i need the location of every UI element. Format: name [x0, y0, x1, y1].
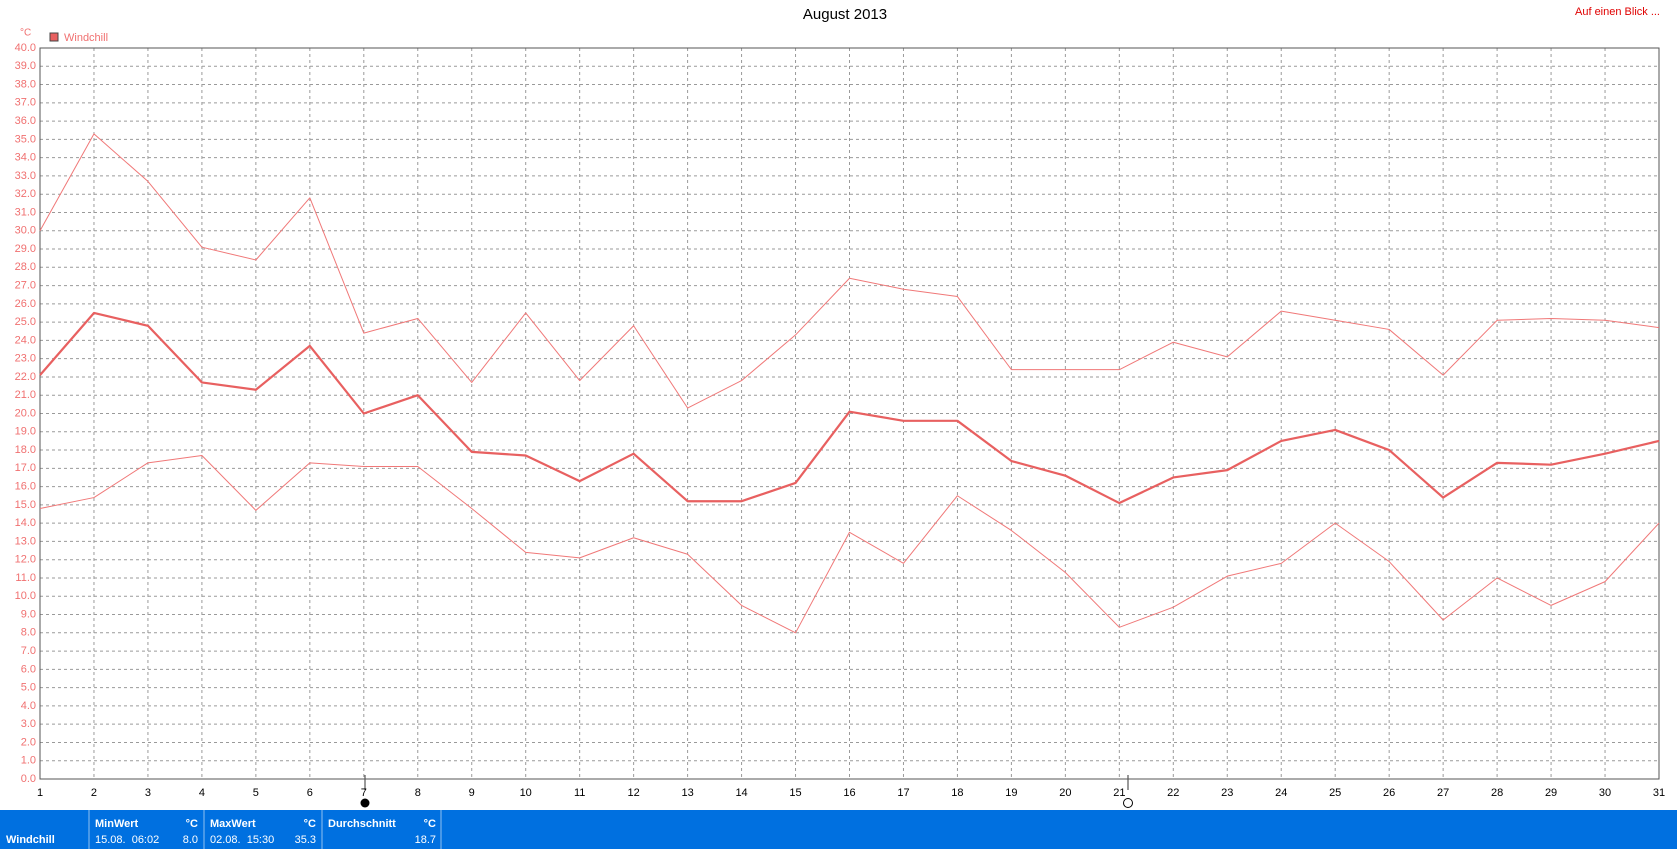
- series-line: [39, 455, 1660, 634]
- summary-background: [0, 810, 1677, 849]
- x-tick-label: 3: [145, 787, 151, 799]
- summary-header: MinWert: [95, 818, 139, 830]
- x-tick-label: 30: [1599, 787, 1611, 799]
- summary-unit: °C: [424, 818, 436, 830]
- x-tick-label: 12: [628, 787, 640, 799]
- y-tick-label: 38.0: [15, 78, 36, 90]
- x-tick-label: 10: [520, 787, 532, 799]
- y-tick-label: 4.0: [21, 700, 36, 712]
- y-tick-label: 35.0: [15, 133, 36, 145]
- y-tick-label: 13.0: [15, 535, 36, 547]
- summary-unit: °C: [186, 818, 198, 830]
- y-tick-label: 25.0: [15, 316, 36, 328]
- x-tick-label: 13: [681, 787, 693, 799]
- y-tick-label: 24.0: [15, 334, 36, 346]
- series-line: [39, 133, 1660, 409]
- y-tick-label: 23.0: [15, 353, 36, 365]
- x-tick-label: 27: [1437, 787, 1449, 799]
- summary-value: 18.7: [415, 834, 436, 846]
- x-tick-label: 20: [1059, 787, 1071, 799]
- summary-time: 02.08. 15:30: [210, 834, 274, 846]
- plot-frame: [39, 47, 1660, 780]
- y-unit: °C: [20, 28, 31, 39]
- y-tick-label: 29.0: [15, 243, 36, 255]
- x-tick-label: 24: [1275, 787, 1287, 799]
- chart-title: August 2013: [803, 6, 887, 23]
- y-tick-label: 12.0: [15, 554, 36, 566]
- summary-header: MaxWert: [210, 818, 256, 830]
- summary-time: 15.08. 06:02: [95, 834, 159, 846]
- y-tick-label: 18.0: [15, 444, 36, 456]
- y-tick-label: 19.0: [15, 426, 36, 438]
- y-tick-label: 3.0: [21, 718, 36, 730]
- y-tick-label: 30.0: [15, 225, 36, 237]
- moon-icon: [1123, 798, 1133, 808]
- x-tick-label: 6: [307, 787, 313, 799]
- x-tick-label: 9: [469, 787, 475, 799]
- x-tick-label: 22: [1167, 787, 1179, 799]
- y-tick-label: 22.0: [15, 371, 36, 383]
- summary-unit: °C: [304, 818, 316, 830]
- y-tick-label: 7.0: [21, 645, 36, 657]
- x-tick-label: 19: [1005, 787, 1017, 799]
- summary-label: Windchill: [6, 834, 55, 846]
- x-tick-label: 8: [415, 787, 421, 799]
- x-tick-label: 7: [361, 787, 367, 799]
- x-tick-label: 23: [1221, 787, 1233, 799]
- y-tick-label: 14.0: [15, 517, 36, 529]
- x-tick-label: 31: [1653, 787, 1665, 799]
- link[interactable]: Auf einen Blick ...: [1575, 6, 1660, 18]
- y-tick-label: 10.0: [15, 590, 36, 602]
- y-tick-label: 37.0: [15, 97, 36, 109]
- x-tick-label: 4: [199, 787, 205, 799]
- moon-icon: [360, 798, 370, 808]
- x-tick-label: 26: [1383, 787, 1395, 799]
- y-tick-label: 2.0: [21, 736, 36, 748]
- y-tick-label: 27.0: [15, 279, 36, 291]
- x-tick-label: 1: [37, 787, 43, 799]
- y-tick-label: 40.0: [15, 42, 36, 54]
- y-tick-label: 39.0: [15, 60, 36, 72]
- y-tick-label: 32.0: [15, 188, 36, 200]
- legend-label: Windchill: [64, 32, 108, 44]
- series-line: [39, 311, 1660, 505]
- y-tick-label: 0.0: [21, 773, 36, 785]
- y-tick-label: 36.0: [15, 115, 36, 127]
- x-tick-label: 21: [1113, 787, 1125, 799]
- summary-bar: Windchill MinWert °C 15.08. 06:02 8.0 MaxWer…: [0, 810, 1677, 849]
- x-tick-label: 16: [843, 787, 855, 799]
- x-tick-label: 11: [574, 787, 585, 799]
- x-tick-label: 15: [789, 787, 801, 799]
- y-tick-label: 11.0: [15, 572, 36, 584]
- x-tick-label: 25: [1329, 787, 1341, 799]
- summary-value: 35.3: [295, 834, 316, 846]
- y-tick-label: 9.0: [21, 608, 36, 620]
- x-tick-label: 2: [91, 787, 97, 799]
- x-tick-label: 18: [951, 787, 963, 799]
- y-tick-label: 28.0: [15, 261, 36, 273]
- y-tick-label: 8.0: [21, 627, 36, 639]
- y-tick-label: 1.0: [21, 755, 36, 767]
- y-tick-label: 31.0: [15, 206, 36, 218]
- x-tick-label: 17: [897, 787, 909, 799]
- y-tick-label: 26.0: [15, 298, 36, 310]
- x-tick-label: 28: [1491, 787, 1503, 799]
- y-tick-label: 15.0: [15, 499, 36, 511]
- y-tick-label: 34.0: [15, 152, 36, 164]
- summary-value: 8.0: [183, 834, 198, 846]
- y-tick-label: 21.0: [15, 389, 36, 401]
- y-tick-label: 6.0: [21, 663, 36, 675]
- y-tick-label: 20.0: [15, 407, 36, 419]
- x-tick-label: 14: [735, 787, 747, 799]
- y-tick-label: 33.0: [15, 170, 36, 182]
- x-tick-label: 5: [253, 787, 259, 799]
- y-tick-label: 16.0: [15, 481, 36, 493]
- y-tick-label: 17.0: [15, 462, 36, 474]
- x-tick-label: 29: [1545, 787, 1557, 799]
- summary-header: Durchschnitt: [328, 818, 396, 830]
- legend-swatch: [49, 32, 59, 42]
- y-tick-label: 5.0: [21, 682, 36, 694]
